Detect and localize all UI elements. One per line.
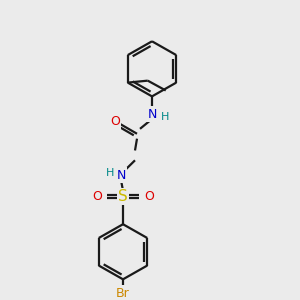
Text: Br: Br <box>116 286 130 300</box>
Text: O: O <box>92 190 102 203</box>
Text: N: N <box>116 169 126 182</box>
Text: H: H <box>161 112 169 122</box>
Text: O: O <box>144 190 154 203</box>
Text: H: H <box>106 168 114 178</box>
Text: O: O <box>110 116 120 128</box>
Text: N: N <box>147 108 157 121</box>
Text: S: S <box>118 189 128 204</box>
